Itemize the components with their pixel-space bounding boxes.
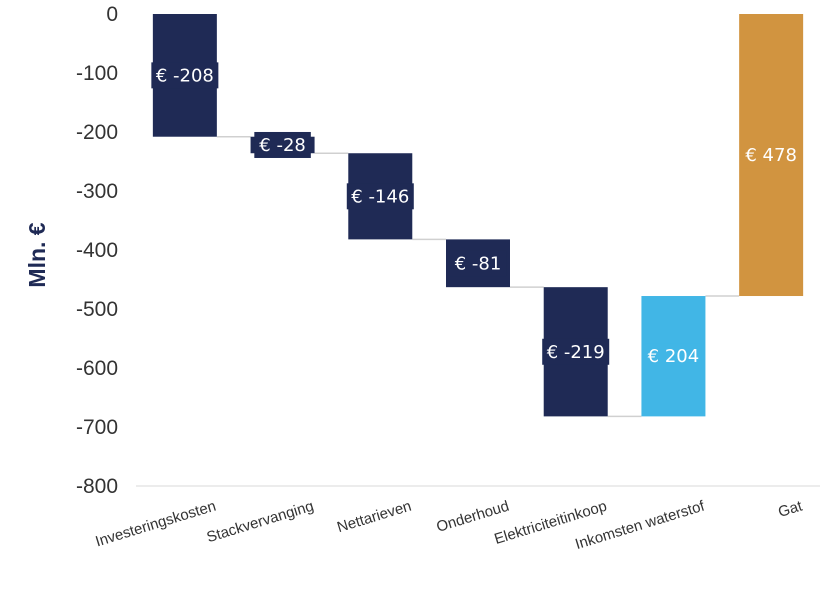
y-tick-label: -400 bbox=[76, 239, 118, 262]
data-label-box bbox=[742, 142, 800, 169]
data-label-box bbox=[542, 338, 610, 365]
data-label: € -28 bbox=[259, 135, 306, 156]
data-label-box bbox=[254, 131, 311, 158]
y-tick-label: -700 bbox=[76, 416, 118, 439]
data-label: € -81 bbox=[455, 253, 502, 274]
data-label-box bbox=[449, 250, 507, 277]
y-tick-label: -500 bbox=[76, 298, 118, 321]
data-label: € 478 bbox=[745, 145, 797, 166]
y-tick-label: -600 bbox=[76, 357, 118, 380]
data-label: € 204 bbox=[648, 346, 700, 367]
y-tick-label: -300 bbox=[76, 180, 118, 203]
data-label: € -146 bbox=[351, 186, 409, 207]
y-axis-title: Mln. € bbox=[24, 222, 50, 287]
x-tick-label: Nettarieven bbox=[335, 498, 413, 537]
data-label-box bbox=[645, 343, 702, 370]
y-tick-label: -800 bbox=[76, 475, 118, 498]
data-label-box bbox=[151, 62, 219, 89]
data-labels: € -208 € -28 € -146 € -81 € -219 € 204 € 478 bbox=[151, 62, 800, 370]
data-label: € -208 bbox=[156, 65, 214, 86]
y-tick-label: -100 bbox=[76, 62, 118, 85]
x-tick-label: Gat bbox=[776, 497, 805, 521]
y-axis: 0 -100 -200 -300 -400 -500 -600 -700 -800 bbox=[76, 3, 118, 498]
x-tick-label: Investeringskosten bbox=[93, 498, 218, 551]
y-tick-label: -200 bbox=[76, 121, 118, 144]
data-label-box bbox=[346, 183, 414, 210]
y-tick-label: 0 bbox=[106, 3, 118, 26]
connector-lines bbox=[216, 135, 740, 418]
data-label: € -219 bbox=[547, 342, 605, 363]
bars bbox=[152, 14, 804, 417]
x-tick-label: Stackvervanging bbox=[205, 498, 316, 547]
